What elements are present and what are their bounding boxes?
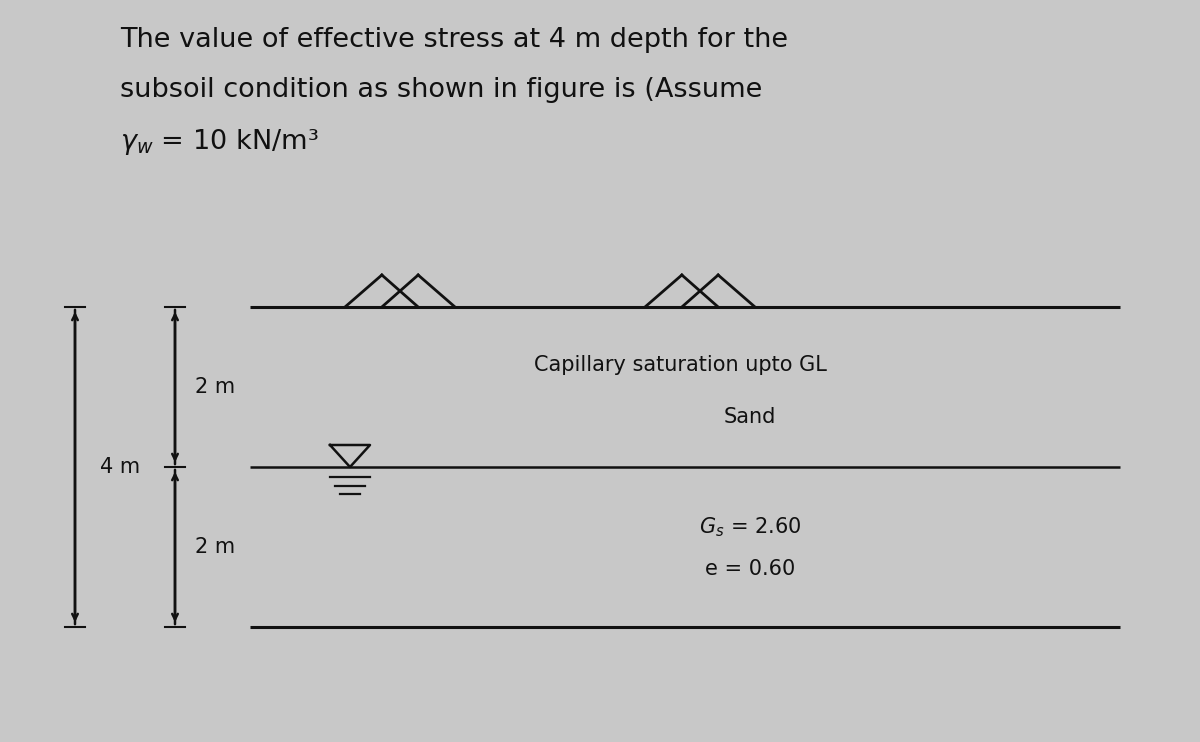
Text: subsoil condition as shown in figure is (Assume: subsoil condition as shown in figure is …: [120, 77, 762, 103]
Text: 2 m: 2 m: [194, 537, 235, 557]
Text: 2 m: 2 m: [194, 377, 235, 397]
Text: Sand: Sand: [724, 407, 776, 427]
Text: $\gamma_w$ = 10 kN/m³: $\gamma_w$ = 10 kN/m³: [120, 127, 318, 157]
Text: Capillary saturation upto GL: Capillary saturation upto GL: [534, 355, 827, 375]
Text: e = 0.60: e = 0.60: [704, 559, 796, 579]
Text: $G_s$ = 2.60: $G_s$ = 2.60: [698, 515, 802, 539]
Text: 4 m: 4 m: [100, 457, 140, 477]
Text: The value of effective stress at 4 m depth for the: The value of effective stress at 4 m dep…: [120, 27, 788, 53]
